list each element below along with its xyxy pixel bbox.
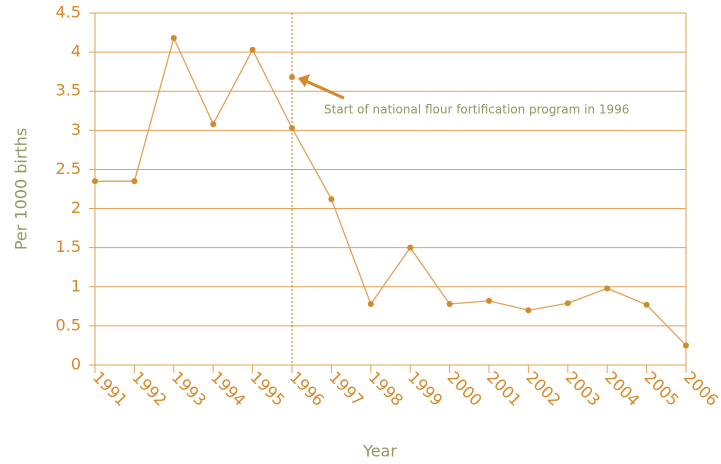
- annotation-arrow: [305, 79, 345, 100]
- x-tick-label: 1993: [168, 368, 210, 410]
- data-line: [95, 36, 687, 346]
- data-point: [210, 121, 217, 128]
- y-tick-label: 2: [71, 198, 81, 217]
- data-point: [367, 300, 374, 307]
- x-tick-label: 2003: [562, 368, 604, 410]
- x-tick-label: 1994: [207, 368, 249, 410]
- annotation-text: Start of national flour fortification pr…: [324, 103, 629, 117]
- y-tick-label: 0.5: [56, 315, 81, 334]
- x-tick-label: 2006: [680, 368, 721, 410]
- data-point: [683, 342, 689, 349]
- data-point: [249, 46, 256, 53]
- x-tick-label: 2001: [483, 368, 525, 410]
- x-tick-label: 1999: [404, 368, 446, 410]
- y-tick-label: 4: [71, 42, 81, 61]
- x-tick-label: 2005: [641, 368, 683, 410]
- x-tick-label: 2000: [444, 368, 486, 410]
- y-tick-label: 0: [71, 355, 81, 374]
- x-tick-label: 1997: [325, 368, 367, 410]
- data-point: [486, 297, 492, 304]
- x-tick-label: 1995: [247, 368, 289, 410]
- data-point: [643, 301, 650, 308]
- x-axis-title: Year: [362, 442, 397, 461]
- data-point: [564, 300, 571, 307]
- y-axis-title: Per 1000 births: [12, 128, 31, 250]
- x-tick-label: 1991: [89, 368, 131, 410]
- data-point: [525, 307, 532, 314]
- y-tick-label: 4.5: [56, 3, 81, 22]
- data-point: [604, 285, 611, 292]
- data-point: [446, 300, 453, 307]
- y-tick-label: 2.5: [56, 159, 81, 178]
- x-tick-label: 1992: [128, 368, 170, 410]
- x-tick-label: 1998: [365, 368, 407, 410]
- annotation-point: [289, 74, 295, 81]
- y-tick-label: 3: [71, 120, 81, 139]
- data-point: [170, 35, 177, 42]
- data-point: [328, 196, 335, 203]
- y-tick-label: 1: [71, 276, 81, 295]
- x-tick-label: 2004: [601, 368, 643, 410]
- x-tick-label: 1996: [286, 368, 328, 410]
- y-tick-label: 1.5: [56, 237, 81, 256]
- data-point: [92, 178, 98, 185]
- x-tick-label: 2002: [522, 368, 564, 410]
- y-tick-label: 3.5: [56, 81, 81, 100]
- data-point: [289, 124, 295, 131]
- annotation-arrowhead: [298, 74, 310, 88]
- data-point: [131, 178, 138, 185]
- data-point: [407, 244, 414, 251]
